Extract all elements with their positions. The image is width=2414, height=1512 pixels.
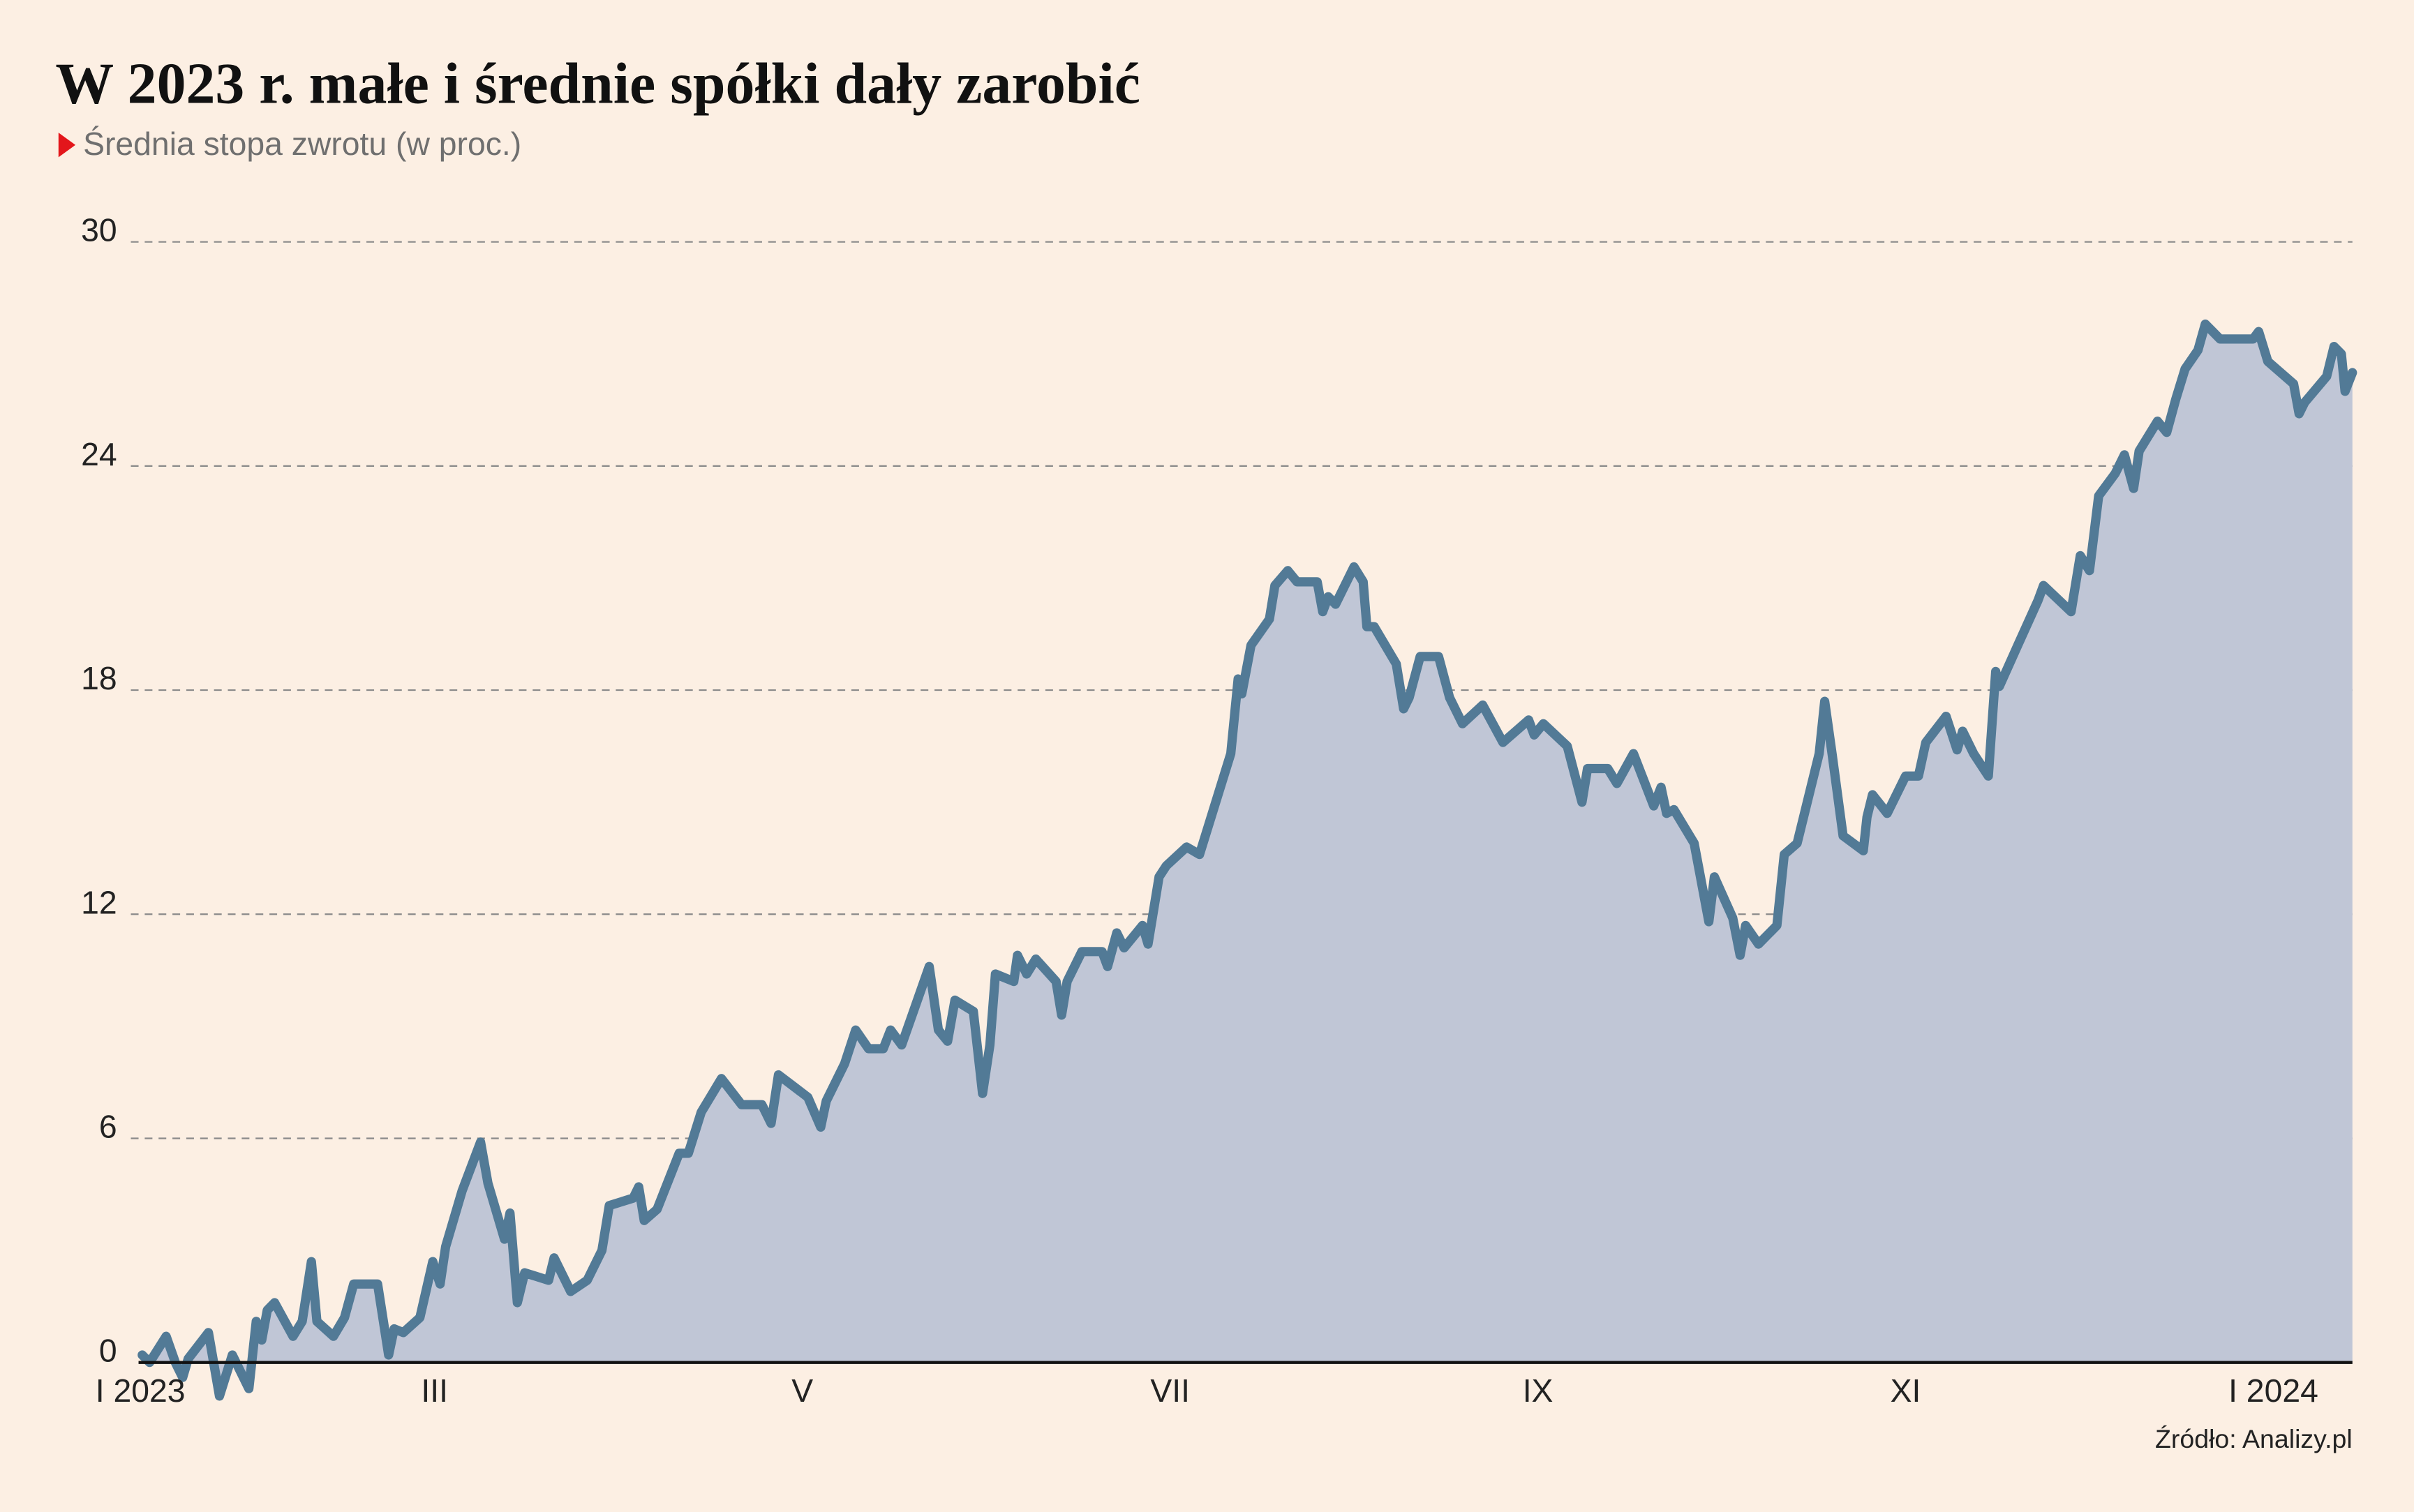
x-tick-label: VII	[1150, 1372, 1190, 1409]
chart-title: W 2023 r. małe i średnie spółki dały zar…	[55, 52, 1140, 117]
y-tick-label: 12	[81, 884, 117, 920]
subtitle-marker	[58, 133, 76, 158]
x-tick-label: I 2024	[2228, 1372, 2318, 1409]
line	[137, 319, 2357, 1401]
x-tick-label: I 2023	[96, 1372, 186, 1409]
x-tick-label: V	[791, 1372, 813, 1409]
chart-subtitle: Średnia stopa zwrotu (w proc.)	[83, 126, 521, 162]
source: Źródło: Analizy.pl	[2155, 1424, 2353, 1453]
x-tick-label: IX	[1523, 1372, 1554, 1409]
y-tick-label: 18	[81, 660, 117, 696]
y-tick-label: 0	[99, 1333, 117, 1369]
y-tick-label: 24	[81, 436, 117, 472]
y-tick-label: 30	[81, 212, 117, 248]
x-tick-label: XI	[1891, 1372, 1921, 1409]
area-fill	[142, 324, 2353, 1396]
x-tick-label: III	[421, 1372, 448, 1409]
y-tick-label: 6	[99, 1108, 117, 1144]
